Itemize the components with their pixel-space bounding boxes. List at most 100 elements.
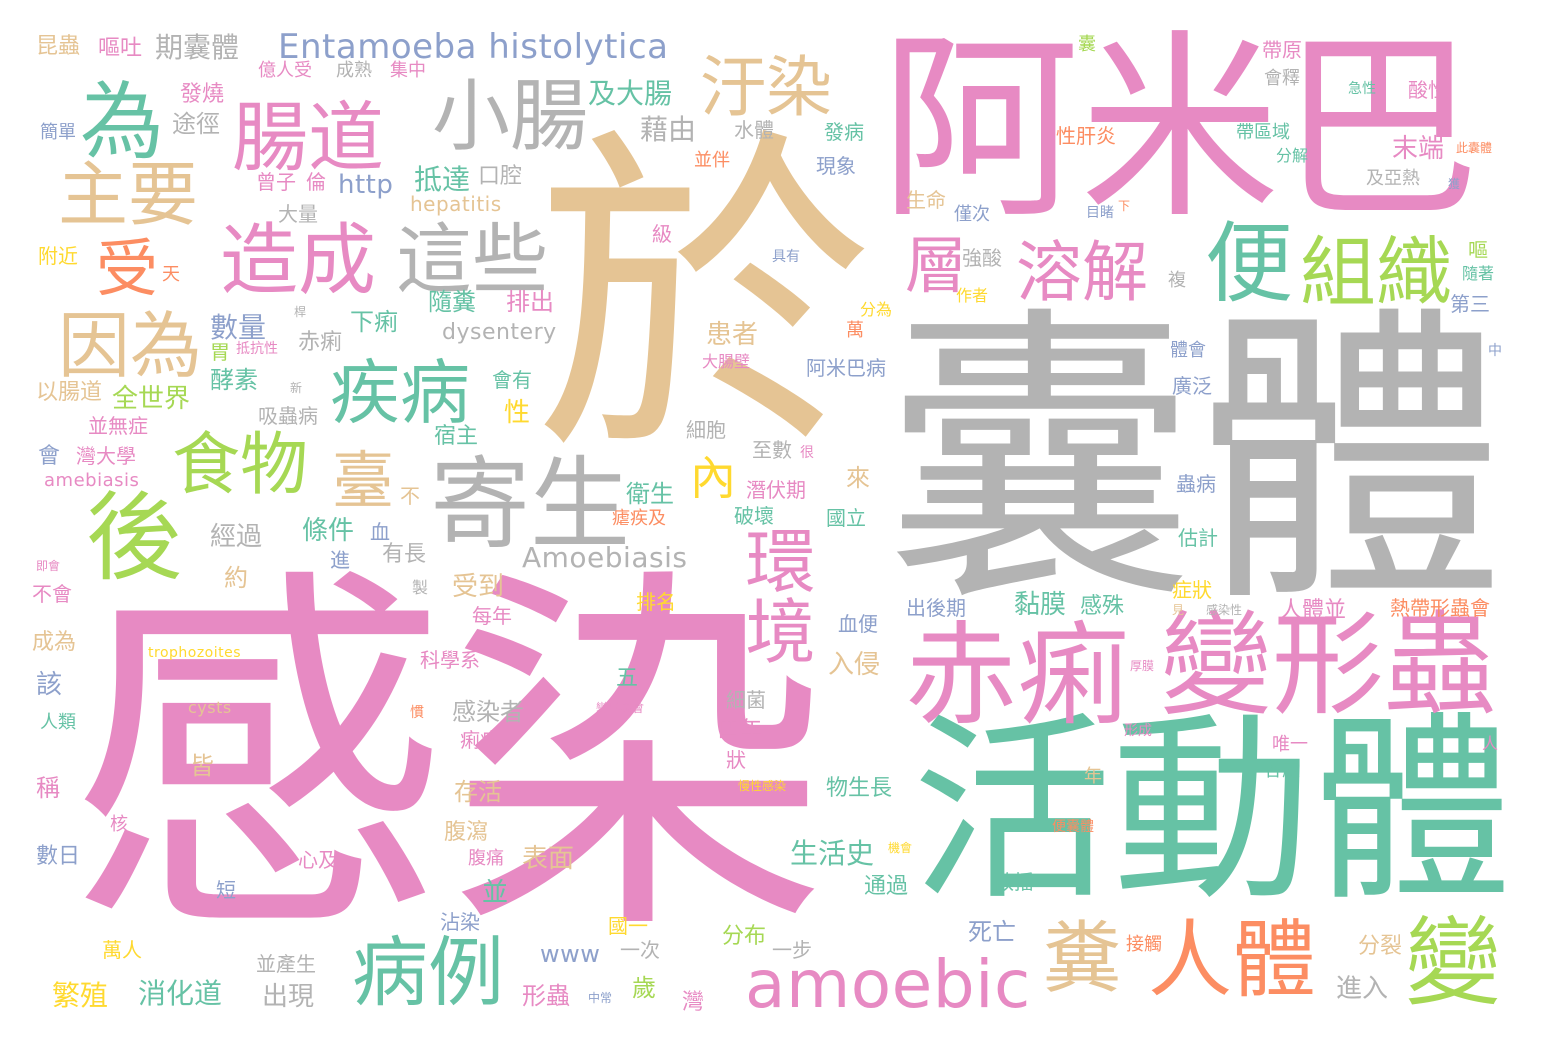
cloud-word: amoebic — [745, 946, 1031, 1023]
cloud-word: 級 — [652, 222, 672, 246]
cloud-word: 造成 — [220, 216, 377, 306]
cloud-word: 吸蟲病 — [258, 404, 318, 428]
cloud-word: 灣 — [682, 990, 705, 1015]
cloud-word: 短 — [216, 878, 236, 902]
cloud-word: 心及 — [298, 848, 338, 872]
cloud-word: 死亡 — [968, 918, 1016, 946]
cloud-word: 製 — [412, 578, 429, 597]
cloud-word: 受 — [96, 232, 159, 305]
cloud-word: http — [338, 170, 394, 200]
cloud-word: 破壞 — [734, 504, 774, 528]
cloud-word: 一步 — [772, 938, 812, 962]
cloud-word: 變形蟲 — [1160, 601, 1496, 731]
cloud-word: 臺 — [332, 444, 395, 517]
cloud-word: 全世界 — [112, 384, 191, 414]
cloud-word: 感染 — [68, 538, 828, 981]
cloud-word: 赤痢 — [905, 611, 1129, 741]
cloud-word: 繁殖 — [52, 979, 109, 1012]
cloud-word: 排名 — [636, 590, 676, 614]
cloud-word: 熱帶形蟲會 — [1390, 596, 1490, 620]
cloud-word: 集中 — [390, 60, 426, 81]
cloud-word: 見 — [1172, 603, 1185, 617]
cloud-word: 一次 — [620, 938, 660, 962]
cloud-word: 通過 — [864, 874, 909, 899]
cloud-word: 很 — [800, 445, 814, 461]
cloud-word: 消化道 — [138, 977, 223, 1010]
cloud-word: 帶原 — [1262, 38, 1302, 62]
cloud-word: 內 — [690, 451, 736, 505]
cloud-word: 出現 — [262, 982, 315, 1012]
cloud-word: 生活史 — [790, 837, 875, 870]
cloud-word: 國立 — [826, 506, 866, 530]
cloud-word: 分為 — [860, 300, 893, 319]
cloud-word: 萬 — [846, 320, 864, 341]
cloud-word: 赤痢 — [298, 330, 343, 355]
cloud-word: 主要 — [58, 154, 198, 236]
cloud-word: 疾病 — [330, 352, 470, 434]
cloud-word: 數日 — [36, 844, 81, 869]
cloud-word: 期囊體 — [155, 31, 240, 64]
cloud-word: 至數 — [752, 438, 792, 462]
cloud-word: 藉由 — [640, 113, 697, 146]
cloud-word: 科學系 — [420, 648, 480, 672]
cloud-word: 及大腸 — [588, 77, 673, 110]
cloud-word: 瘧疾及 — [612, 508, 666, 529]
cloud-word: 腹痛 — [468, 848, 504, 869]
cloud-word: 性肝炎 — [1056, 124, 1116, 148]
cloud-word: 分布 — [722, 924, 767, 949]
cloud-word: 入侵 — [828, 650, 881, 680]
cloud-word: 中常 — [588, 991, 613, 1005]
cloud-word: 胃 — [210, 340, 230, 364]
cloud-word: 及亞熱 — [1366, 168, 1420, 189]
cloud-word: 第三 — [1450, 292, 1490, 316]
cloud-word: 物生長 — [826, 776, 893, 801]
cloud-word: 皆 — [190, 752, 214, 780]
cloud-word: 酸性 — [1408, 78, 1448, 102]
cloud-word: Entamoeba histolytica — [278, 27, 669, 67]
cloud-word: 血便 — [838, 612, 878, 636]
cloud-word: 即會 — [36, 559, 61, 573]
cloud-word: 小腸 — [432, 72, 589, 162]
cloud-word: 痢疾 — [460, 728, 500, 752]
cloud-word: 囊體 — [885, 282, 1505, 643]
cloud-word: 排出 — [506, 288, 554, 316]
cloud-word: 帶區域 — [1236, 122, 1290, 143]
cloud-word: 廣泛 — [1172, 374, 1212, 398]
cloud-word: 阿米巴 — [880, 13, 1481, 246]
cloud-word: 人體並 — [1280, 598, 1347, 623]
cloud-word: 為 — [80, 73, 165, 171]
cloud-word: 進 — [330, 548, 350, 572]
cloud-word: 黏膜 — [1014, 590, 1067, 620]
cloud-word: 狀 — [726, 748, 746, 772]
cloud-word: 並產生 — [256, 952, 316, 976]
cloud-word: 細胞 — [686, 418, 726, 442]
cloud-word: 經過 — [210, 522, 263, 552]
cloud-word: 糞 — [1043, 914, 1122, 1004]
cloud-word: 食物 — [172, 426, 309, 505]
cloud-word: cysts — [188, 698, 232, 717]
cloud-word: 潛伏期 — [746, 478, 806, 502]
cloud-word: 這些 — [396, 215, 548, 304]
cloud-word: 簡單 — [40, 122, 76, 143]
cloud-word: 體會 — [1170, 340, 1206, 361]
cloud-word: 環境 — [734, 525, 816, 665]
cloud-word: 五 — [616, 666, 639, 691]
cloud-word: 會釋 — [1264, 68, 1300, 89]
cloud-word: 新 — [290, 381, 303, 395]
cloud-word: 此囊體 — [1456, 141, 1493, 155]
cloud-word: 並無症 — [88, 414, 148, 438]
cloud-word: 感染性 — [1206, 603, 1243, 617]
cloud-word: 血 — [370, 520, 390, 544]
cloud-word: 分裂 — [1358, 934, 1403, 959]
cloud-word: 機會 — [888, 841, 913, 855]
cloud-word: 億人受 — [258, 60, 312, 81]
cloud-word: 感染者 — [452, 698, 524, 726]
cloud-word: 抵抗性 — [236, 341, 278, 357]
cloud-word: 患者 — [706, 320, 759, 350]
cloud-word: 感殊 — [1080, 594, 1125, 619]
cloud-word: 病例 — [352, 928, 504, 1017]
cloud-word: 有長 — [382, 542, 427, 567]
cloud-word: 成熟 — [336, 60, 372, 81]
cloud-word: 因為 — [58, 304, 203, 388]
